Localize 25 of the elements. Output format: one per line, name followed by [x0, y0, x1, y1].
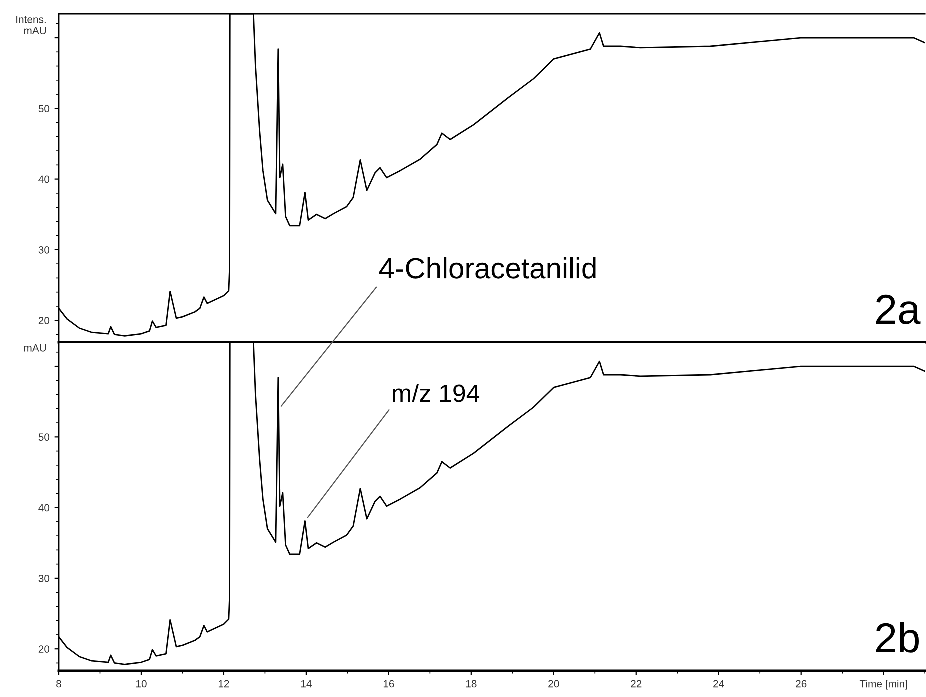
x-tick-label: 20 [548, 680, 560, 688]
y-axis-title: Intens. mAU [16, 16, 46, 35]
x-tick-label: 10 [136, 680, 147, 688]
y-tick-label: 50 [38, 434, 50, 442]
y-tick-label: 30 [38, 246, 50, 254]
x-tick-label: 22 [631, 680, 642, 688]
y-tick-label: 20 [38, 646, 50, 653]
x-tick-label: Time [min] [860, 680, 908, 690]
x-tick-label: 16 [384, 680, 394, 688]
y-tick-label: 50 [38, 105, 50, 113]
x-tick-label: 24 [714, 680, 724, 688]
y-tick-label: 20 [38, 317, 50, 324]
y-axis-title: mAU [24, 344, 46, 352]
annotation: 2a [876, 294, 921, 324]
x-tick-label: 8 [56, 680, 62, 688]
annotation: 4-Chloracetanilid [379, 257, 596, 279]
x-tick-label: 26 [796, 680, 807, 688]
x-tick-label: 14 [301, 680, 312, 688]
y-tick-label: 40 [38, 176, 50, 184]
x-tick-label: 18 [466, 680, 477, 688]
annotation: m/z 194 [392, 384, 480, 402]
y-tick-label: 40 [38, 504, 50, 512]
x-tick-label: 12 [218, 680, 230, 688]
y-tick-label: 30 [38, 574, 50, 582]
annotation: 2b [876, 622, 919, 653]
